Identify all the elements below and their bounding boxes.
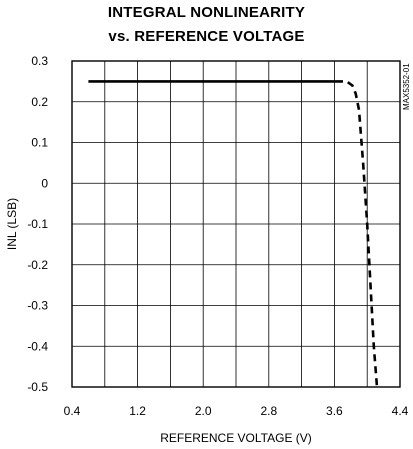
y-tick-label: -0.4 bbox=[27, 339, 48, 353]
x-axis-label: REFERENCE VOLTAGE (V) bbox=[160, 431, 312, 445]
y-tick-label: 0.1 bbox=[31, 136, 48, 150]
x-tick-label: 2.8 bbox=[260, 404, 277, 418]
x-tick-label: 3.6 bbox=[326, 404, 343, 418]
x-tick-label: 2.0 bbox=[195, 404, 212, 418]
x-tick-label: 1.2 bbox=[129, 404, 146, 418]
plot-frame bbox=[71, 60, 401, 388]
y-tick-label: -0.5 bbox=[27, 380, 48, 394]
y-axis-label: INL (LSB) bbox=[5, 198, 19, 250]
y-tick-label: -0.2 bbox=[27, 258, 48, 272]
part-code-label: MAX5352-01 bbox=[402, 63, 411, 110]
y-tick-labels: 0.3 0.2 0.1 0 -0.1 -0.2 -0.3 -0.4 -0.5 bbox=[27, 54, 48, 394]
chart-title-line-1: INTEGRAL NONLINEARITY bbox=[107, 4, 306, 21]
x-tick-label: 4.4 bbox=[392, 404, 409, 418]
chart-title-line-2: vs. REFERENCE VOLTAGE bbox=[108, 28, 305, 45]
y-tick-label: -0.1 bbox=[27, 217, 48, 231]
y-tick-label: 0.3 bbox=[31, 54, 48, 68]
chart-grid bbox=[72, 61, 400, 387]
y-tick-label: 0.2 bbox=[31, 95, 48, 109]
chart-series bbox=[88, 80, 379, 388]
x-tick-label: 0.4 bbox=[64, 404, 81, 418]
y-tick-label: 0 bbox=[41, 176, 48, 190]
x-tick-labels: 0.4 1.2 2.0 2.8 3.6 4.4 bbox=[64, 404, 409, 418]
inl-series-dashed bbox=[336, 80, 379, 388]
y-tick-label: -0.3 bbox=[27, 299, 48, 313]
